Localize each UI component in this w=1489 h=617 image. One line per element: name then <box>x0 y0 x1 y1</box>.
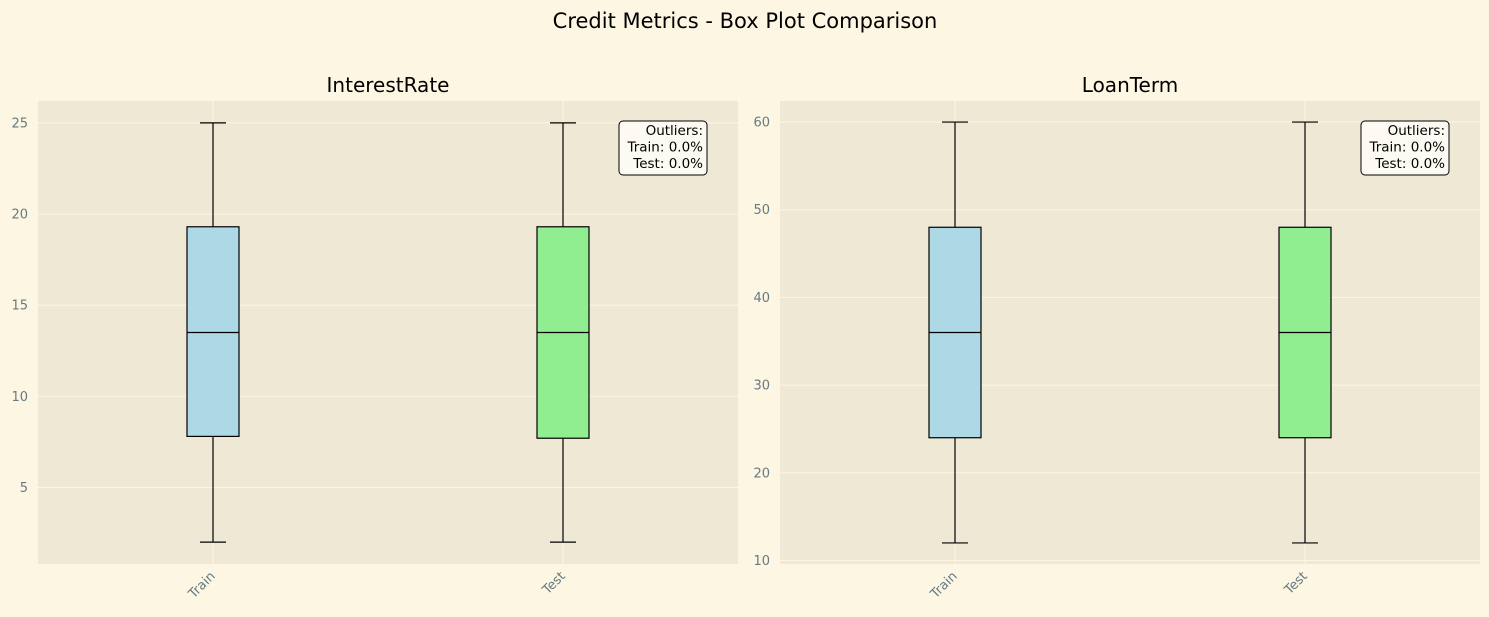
y-tick-label: 40 <box>753 291 770 306</box>
axes-background <box>780 101 1480 564</box>
outliers-annotation: Outliers: Train: 0.0% Test: 0.0% <box>618 120 708 176</box>
y-tick-label: 30 <box>753 379 770 394</box>
y-tick-labels: 5 10 15 20 25 <box>11 116 28 496</box>
y-tick-label: 50 <box>753 203 770 218</box>
y-tick-label: 15 <box>11 299 28 314</box>
x-tick-label: Test <box>1281 569 1310 598</box>
y-tick-label: 60 <box>753 116 770 131</box>
x-tick-labels: Train Test <box>927 569 1310 602</box>
annotation-line: Outliers: <box>646 123 703 139</box>
x-tick-label: Train <box>927 569 960 602</box>
y-tick-label: 20 <box>753 466 770 481</box>
annotation-line: Train: 0.0% <box>626 140 703 156</box>
annotation-line: Test: 0.0% <box>632 156 703 172</box>
x-tick-labels: Train Test <box>185 569 568 602</box>
subplot-title: InterestRate <box>327 73 450 97</box>
annotation-line: Train: 0.0% <box>1368 140 1445 156</box>
box-group <box>186 122 590 543</box>
box-group <box>928 121 1332 544</box>
axes-background <box>38 101 738 564</box>
annotation-line: Test: 0.0% <box>1374 156 1445 172</box>
annotation-line: Outliers: <box>1388 123 1445 139</box>
x-tick-label: Train <box>185 569 218 602</box>
box-train <box>186 226 240 438</box>
x-tick-label: Test <box>539 569 568 598</box>
figure-title: Credit Metrics - Box Plot Comparison <box>553 9 938 33</box>
y-tick-labels: 10 20 30 40 50 60 <box>753 116 770 569</box>
annotation-box <box>618 120 708 176</box>
y-tick-label: 5 <box>20 481 28 496</box>
subplot-title: LoanTerm <box>1082 73 1178 97</box>
y-tick-label: 20 <box>11 208 28 223</box>
y-tick-label: 10 <box>753 554 770 569</box>
subplot-loanterm: 10 20 30 40 50 60 Train Test LoanTerm Outliers… <box>753 73 1480 602</box>
annotation-box <box>1360 120 1450 176</box>
y-tick-label: 10 <box>11 390 28 405</box>
y-tick-label: 25 <box>11 116 28 131</box>
subplot-interestrate: 5 10 15 20 25 Train Test InterestRate Outlier… <box>11 73 738 602</box>
outliers-annotation: Outliers: Train: 0.0% Test: 0.0% <box>1360 120 1450 176</box>
